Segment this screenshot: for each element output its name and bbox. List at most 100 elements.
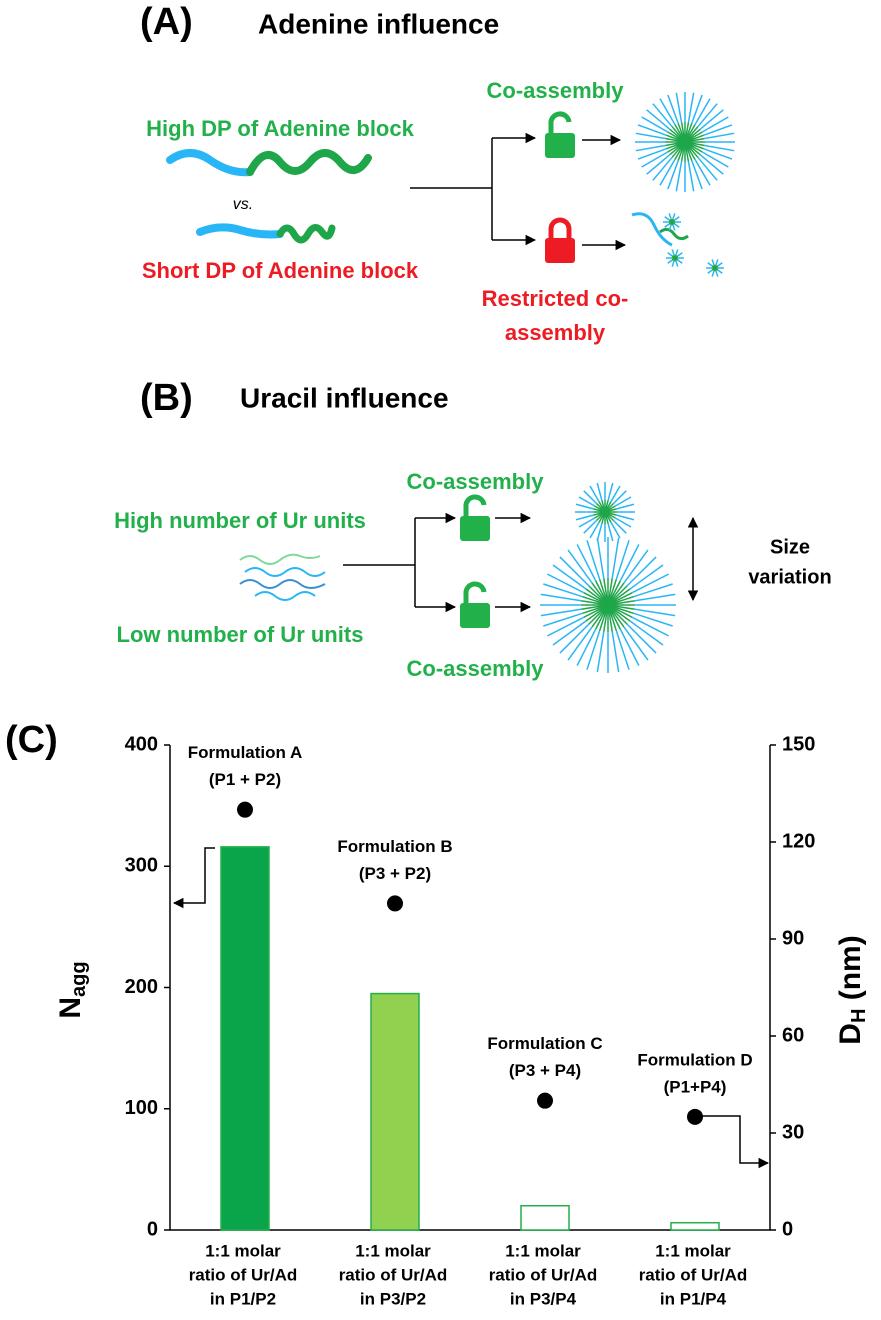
micelle-ray	[687, 161, 695, 192]
micelle-ray	[616, 503, 635, 510]
panel-label: (B)	[140, 377, 193, 419]
micelle-ray	[641, 151, 669, 168]
micelle-ray	[687, 92, 695, 123]
x-tick-label: in P3/P4	[510, 1289, 577, 1308]
micelle-ray	[631, 573, 669, 594]
micelle-ray	[623, 549, 649, 584]
y-axis-label: Nagg	[54, 961, 90, 1018]
micelle-ray	[701, 151, 729, 168]
unlocked-lock	[460, 494, 490, 541]
y2-tick-label: 90	[782, 927, 804, 949]
micelle-ray	[596, 482, 603, 501]
micelle-ray	[703, 124, 733, 136]
x-tick-label: in P3/P2	[360, 1289, 426, 1308]
unlocked-lock	[545, 111, 575, 158]
y-tick-label: 0	[147, 1218, 158, 1240]
micelle-ray	[659, 98, 676, 126]
micelle-ray	[611, 537, 620, 579]
y2-tick-label: 30	[782, 1121, 804, 1143]
micelle-ray	[715, 271, 719, 277]
micelle-ray	[677, 252, 683, 257]
micelle-ray	[703, 148, 733, 160]
y2-axis-label-unit: (nm)	[834, 935, 867, 1008]
point	[387, 895, 403, 912]
micelle-core	[714, 265, 719, 269]
micelle-ray	[667, 252, 673, 257]
micelle-ray	[610, 485, 621, 502]
micelle-ray	[629, 564, 664, 590]
y2-tick-label: 60	[782, 1024, 804, 1046]
micelle-ray	[646, 109, 671, 130]
micelle-ray	[707, 269, 713, 274]
micelle-ray	[589, 485, 600, 502]
polymer-block	[246, 149, 372, 176]
y2-axis-label: DH (nm)	[834, 935, 870, 1044]
free-chain	[631, 212, 673, 247]
micelle-ray	[615, 496, 632, 507]
micelle-ray	[619, 544, 640, 582]
x-tick-label: 1:1 molar	[355, 1241, 431, 1260]
micelle-ray	[540, 593, 582, 602]
y-tick-label: 200	[125, 976, 158, 998]
micelle-ray	[667, 259, 673, 264]
micelle-ray	[664, 223, 670, 228]
micelle-ray	[596, 537, 605, 579]
label: Low number of Ur units	[117, 622, 364, 647]
point	[537, 1092, 553, 1109]
micelle-ray	[578, 496, 595, 507]
micelle-ray	[711, 259, 715, 265]
y2-tick-label: 150	[782, 733, 815, 755]
unlocked-lock	[460, 581, 490, 628]
micelle-ray	[711, 271, 715, 277]
micelle-ray	[589, 522, 600, 539]
micelle-ray	[540, 608, 582, 617]
bar	[670, 1221, 720, 1231]
micelle-ray	[623, 626, 649, 661]
annotation: (P3 + P4)	[509, 1061, 581, 1080]
micelle-ray	[667, 160, 679, 190]
label: High DP of Adenine block	[146, 116, 414, 141]
label: vs.	[233, 196, 253, 213]
micelle-ray	[646, 154, 671, 175]
micelle-ray	[697, 103, 718, 128]
micelle-ray	[615, 630, 630, 670]
micelle-ray	[704, 144, 735, 152]
x-tick-label: ratio of Ur/Ad	[189, 1265, 298, 1284]
micelle-ray	[694, 98, 711, 126]
bar	[220, 846, 270, 1231]
x-tick-label: in P1/P2	[210, 1289, 276, 1308]
micelle-core	[674, 255, 679, 259]
micelle-ray	[637, 124, 667, 136]
micelle-ray	[634, 593, 676, 602]
micelle-ray	[612, 519, 627, 534]
annotation: Formulation A	[188, 743, 303, 762]
y2-tick-label: 0	[782, 1218, 793, 1240]
micelle-ray	[576, 628, 597, 666]
micelle-ray	[633, 612, 673, 627]
micelle-ray	[559, 623, 590, 654]
free-chain	[659, 227, 689, 241]
micelle-ray	[631, 616, 669, 637]
micelle-ray	[707, 262, 713, 267]
annotation: Formulation B	[337, 837, 452, 856]
micelle-ray	[583, 519, 598, 534]
micelle-ray	[675, 249, 679, 255]
micelle-ray	[672, 225, 676, 231]
micelle-ray	[607, 523, 614, 542]
micelle-ray	[699, 109, 724, 130]
branch	[343, 518, 416, 607]
x-tick-label: 1:1 molar	[505, 1241, 581, 1260]
x-tick-label: in P1/P4	[660, 1289, 727, 1308]
micelle-ray	[668, 225, 672, 231]
y-tick-label: 300	[125, 855, 158, 877]
micelle-ray	[677, 259, 683, 264]
branch	[410, 138, 493, 240]
micelle-ray	[610, 522, 621, 539]
label: Restricted co-	[482, 286, 629, 311]
micelle-ray	[586, 630, 601, 670]
micelle-ray	[626, 556, 657, 587]
annotation: (P3 + P2)	[359, 864, 431, 883]
micelle-ray	[664, 216, 670, 221]
micelle-core	[607, 600, 635, 606]
label: Co-assembly	[407, 469, 545, 494]
